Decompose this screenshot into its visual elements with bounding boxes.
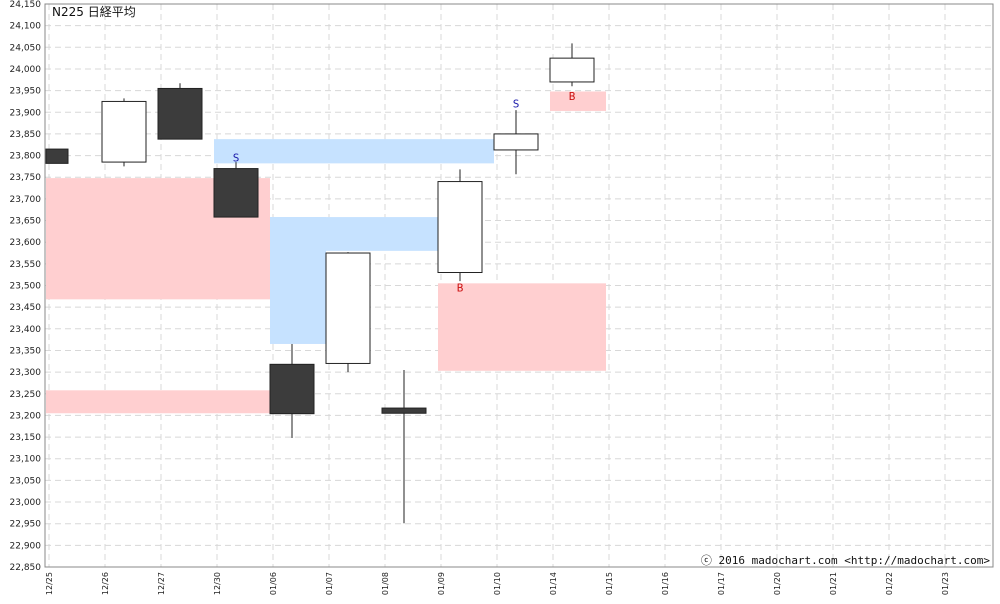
y-tick-label: 23,850 xyxy=(10,130,42,140)
resistance-zone xyxy=(214,139,494,164)
candle-body xyxy=(549,57,595,83)
candle-body xyxy=(101,100,147,163)
x-tick-label: 01/09 xyxy=(437,572,446,595)
candle-body xyxy=(269,363,315,415)
signal-label: S xyxy=(513,98,520,111)
signal-label: B xyxy=(569,90,576,103)
zone-layer xyxy=(46,91,606,414)
y-tick-label: 23,500 xyxy=(10,282,42,292)
y-tick-label: 23,950 xyxy=(10,87,42,97)
chart-title: N225 日経平均 xyxy=(52,5,136,19)
candle-body xyxy=(437,181,483,274)
copyright-text: ⓒ 2016 madochart.com <http://madochart.c… xyxy=(701,554,991,567)
candle-body xyxy=(45,148,69,164)
y-tick-label: 23,050 xyxy=(10,476,42,486)
plot-frame xyxy=(44,3,994,568)
x-tick-label: 01/06 xyxy=(269,572,278,595)
axis-layer: 24,150 24,100 24,050 24,000 23,950 23,900 23,8… xyxy=(10,0,994,595)
candle-body xyxy=(381,407,427,414)
y-tick-label: 23,600 xyxy=(10,238,42,248)
x-tick-label: 01/23 xyxy=(941,572,950,595)
x-tick-label: 12/30 xyxy=(213,572,222,595)
x-tick-label: 01/20 xyxy=(773,572,782,595)
y-tick-label: 23,000 xyxy=(10,498,42,508)
candle-body xyxy=(493,133,539,151)
x-tick-label: 01/22 xyxy=(885,572,894,595)
y-tick-label: 23,750 xyxy=(10,173,42,183)
candle-body xyxy=(213,168,259,218)
y-tick-label: 24,100 xyxy=(10,22,42,32)
y-tick-label: 22,950 xyxy=(10,520,42,530)
support-zone xyxy=(46,390,270,414)
y-tick-label: 23,350 xyxy=(10,346,42,356)
x-tick-label: 01/07 xyxy=(325,572,334,595)
y-tick-label: 23,900 xyxy=(10,108,42,118)
y-tick-label: 23,300 xyxy=(10,368,42,378)
x-tick-label: 01/14 xyxy=(549,572,558,595)
y-tick-label: 23,150 xyxy=(10,433,42,443)
candle-body xyxy=(325,252,371,364)
candle-body xyxy=(157,87,203,140)
x-tick-label: 01/21 xyxy=(829,572,838,595)
support-zone xyxy=(438,283,606,371)
x-tick-label: 01/08 xyxy=(381,572,390,595)
y-tick-label: 23,800 xyxy=(10,152,42,162)
signal-layer: S B S B xyxy=(233,90,576,295)
y-tick-label: 23,450 xyxy=(10,303,42,313)
support-zone xyxy=(550,91,606,111)
y-tick-label: 23,650 xyxy=(10,217,42,227)
x-tick-label: 01/10 xyxy=(493,572,502,595)
y-tick-label: 24,150 xyxy=(10,0,42,10)
y-tick-label: 23,250 xyxy=(10,390,42,400)
x-tick-label: 12/27 xyxy=(157,572,166,595)
candle-layer xyxy=(45,43,595,524)
signal-label: S xyxy=(233,152,240,165)
y-tick-label: 23,200 xyxy=(10,411,42,421)
y-tick-label: 23,400 xyxy=(10,325,42,335)
y-tick-label: 22,850 xyxy=(10,563,42,573)
y-tick-label: 22,900 xyxy=(10,541,42,551)
x-tick-label: 12/25 xyxy=(45,572,54,595)
y-tick-label: 23,550 xyxy=(10,260,42,270)
x-tick-label: 01/15 xyxy=(605,572,614,595)
y-tick-label: 24,000 xyxy=(10,65,42,75)
x-tick-label: 01/17 xyxy=(717,572,726,595)
y-tick-label: 24,050 xyxy=(10,43,42,53)
y-tick-label: 23,100 xyxy=(10,455,42,465)
y-tick-label: 23,700 xyxy=(10,195,42,205)
x-tick-label: 01/16 xyxy=(661,572,670,595)
x-tick-label: 12/26 xyxy=(101,572,110,595)
resistance-zone xyxy=(270,217,326,344)
signal-label: B xyxy=(457,282,464,295)
